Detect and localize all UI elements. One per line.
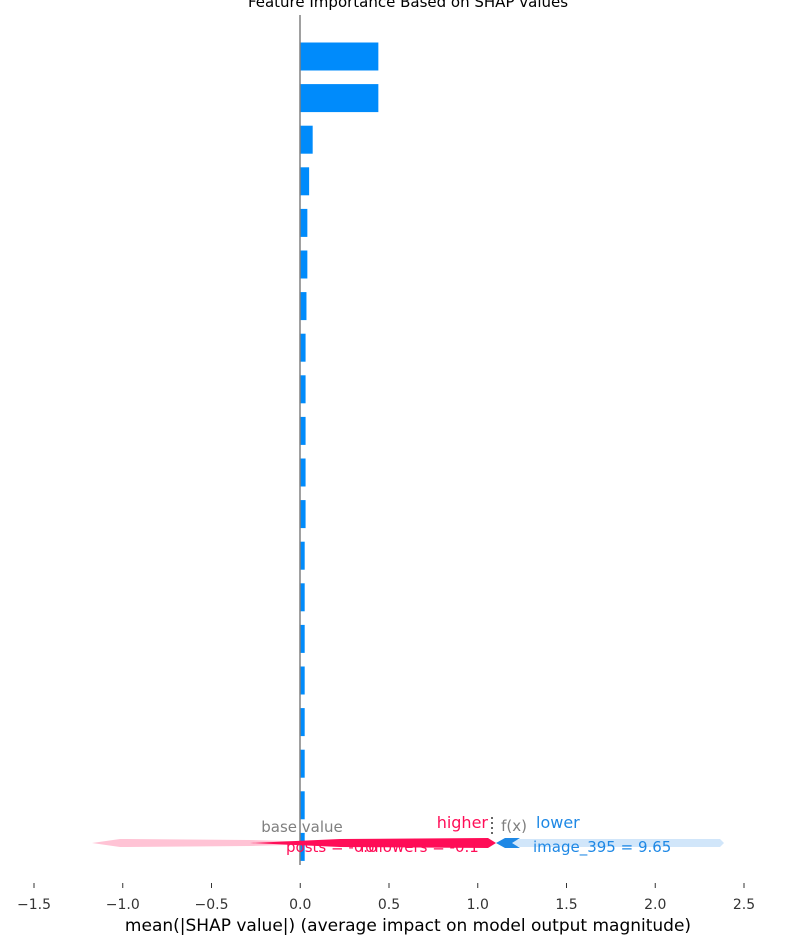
bar-14 (300, 583, 305, 612)
chart-title: Feature Importance Based on SHAP values (248, 0, 568, 11)
force-plot-overlay: higher lower f(x) base value posts = -0.… (92, 813, 724, 857)
x-tick-label: 1.0 (467, 897, 489, 913)
feature-label-followers: followers = -0.1 (360, 838, 479, 856)
x-tick-label: 1.5 (555, 897, 577, 913)
bar-13 (300, 541, 305, 570)
bar-7 (300, 292, 307, 321)
bar-10 (300, 416, 306, 445)
bar-5 (300, 208, 308, 237)
x-tick-label: 0.5 (378, 897, 400, 913)
bar-3 (300, 125, 313, 154)
bar-1 (300, 42, 379, 71)
force-positive-tail (92, 839, 360, 847)
bar-19 (300, 791, 305, 820)
x-tick-label: 0.0 (289, 897, 311, 913)
force-negative-arrow (496, 838, 520, 848)
x-axis-label: mean(|SHAP value|) (average impact on mo… (125, 916, 691, 936)
bar-9 (300, 375, 306, 404)
fx-label-background (493, 814, 535, 836)
bar-6 (300, 250, 308, 279)
x-tick-label: 2.0 (644, 897, 666, 913)
bar-17 (300, 708, 305, 737)
bar-15 (300, 624, 305, 653)
fx-label: f(x) (501, 817, 527, 835)
higher-label: higher (437, 813, 489, 832)
bar-2 (300, 84, 379, 113)
bar-11 (300, 458, 306, 487)
feature-label-posts: posts = -0.6 (286, 838, 378, 856)
bar-16 (300, 666, 305, 695)
force-negative-tail (505, 839, 724, 847)
lower-label: lower (536, 813, 580, 832)
bar-18 (300, 749, 305, 778)
x-axis-ticks: −1.5 −1.0 −0.5 0.0 0.5 1.0 1.5 2.0 2.5 (17, 883, 755, 913)
bars-group (300, 42, 379, 861)
bar-4 (300, 167, 310, 196)
x-tick-label: −0.5 (195, 897, 229, 913)
x-tick-label: 2.5 (733, 897, 755, 913)
bar-20 (300, 832, 305, 861)
bar-12 (300, 500, 306, 529)
force-positive-arrow (250, 838, 496, 848)
base-value-label: base value (261, 818, 343, 836)
bar-8 (300, 333, 306, 362)
x-tick-label: −1.5 (17, 897, 51, 913)
x-tick-label: −1.0 (106, 897, 140, 913)
feature-label-image-395: image_395 = 9.65 (533, 838, 671, 857)
